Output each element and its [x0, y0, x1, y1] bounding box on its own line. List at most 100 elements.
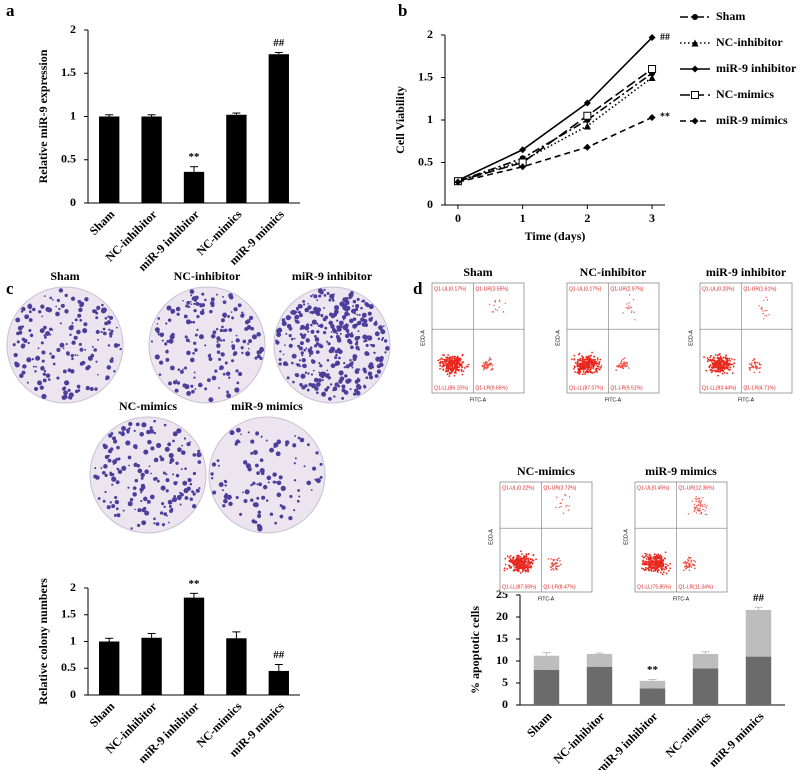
error-bar: [105, 114, 114, 117]
colony: [189, 289, 195, 294]
colony: [371, 344, 376, 348]
colony: [222, 295, 224, 298]
event: [751, 364, 753, 367]
colony: [139, 487, 144, 492]
y-tick-label: 1.5: [418, 69, 433, 83]
event: [730, 363, 733, 366]
colony: [153, 477, 157, 481]
event: [514, 566, 517, 569]
colony: [191, 389, 195, 394]
colony: [114, 460, 117, 463]
quadrant-label: Q1-LR(4.71%): [743, 385, 776, 391]
event: [599, 366, 602, 369]
event: [688, 564, 691, 566]
colony: [338, 356, 341, 360]
event: [754, 363, 757, 366]
event: [585, 369, 588, 372]
event: [527, 564, 530, 567]
event: [462, 370, 465, 373]
event: [590, 354, 593, 357]
colony: [303, 348, 307, 352]
colony: [345, 364, 350, 369]
colony: [204, 344, 207, 347]
significance-label: **: [189, 578, 201, 590]
colony: [69, 333, 72, 337]
colony: [194, 333, 198, 337]
colony: [224, 328, 228, 332]
colony: [341, 384, 346, 389]
quadrant-label: Q1-UL(0.17%): [569, 286, 602, 292]
quadrant-label: Q1-UL(0.17%): [434, 286, 467, 292]
event: [717, 374, 719, 377]
colony: [336, 338, 342, 343]
event: [520, 564, 522, 567]
event: [709, 356, 712, 359]
colony: [147, 439, 152, 445]
colony: [76, 384, 81, 389]
colony: [209, 309, 213, 314]
event: [707, 358, 710, 361]
colony: [336, 325, 341, 330]
colony: [84, 348, 87, 351]
event: [445, 361, 447, 364]
colony: [220, 352, 224, 356]
event: [503, 567, 506, 570]
event: [486, 367, 488, 370]
colony: [41, 359, 45, 363]
colony: [211, 375, 217, 381]
event: [726, 367, 729, 370]
colony: [41, 315, 44, 318]
colony: [222, 372, 226, 376]
event: [447, 354, 450, 356]
event: [718, 353, 721, 355]
colony: [185, 304, 189, 308]
event: [654, 560, 657, 563]
event: [662, 571, 665, 574]
quadrant-label: Q1-UR(3.55%): [475, 286, 508, 292]
event: [749, 369, 751, 371]
event: [508, 560, 511, 563]
event: [646, 556, 649, 558]
colony: [141, 520, 147, 526]
event: [697, 509, 700, 512]
error-bar: [190, 592, 198, 598]
event: [449, 360, 451, 363]
colony: [192, 504, 197, 509]
significance-label: ##: [660, 32, 670, 43]
bar: [99, 116, 120, 203]
event: [552, 564, 554, 567]
quadrant-label: Q1-LL(87.59%): [502, 584, 537, 590]
colony: [362, 334, 368, 340]
axis-label: FITC-A: [673, 596, 690, 602]
event: [519, 550, 522, 553]
colony: [299, 437, 305, 443]
colony: [136, 464, 141, 468]
event: [762, 312, 764, 315]
event: [558, 506, 561, 509]
event: [523, 559, 526, 562]
colony: [328, 320, 334, 326]
event: [624, 362, 627, 364]
colony: [294, 435, 297, 437]
event: [623, 357, 626, 359]
colony: [282, 361, 288, 367]
colony: [305, 338, 311, 343]
colony: [338, 379, 343, 384]
colony: [374, 320, 378, 323]
colony: [95, 311, 99, 315]
colony: [230, 311, 233, 313]
colony: [226, 390, 229, 394]
colony: [27, 341, 30, 345]
colony: [300, 351, 304, 355]
colony: [297, 344, 301, 348]
colony: [376, 364, 381, 369]
colony: [82, 329, 85, 333]
colony: [150, 340, 154, 343]
colony: [210, 472, 214, 476]
colony: [357, 335, 361, 340]
colony: [385, 346, 390, 351]
event: [684, 560, 687, 563]
colony: [318, 345, 321, 348]
colony: [107, 344, 111, 347]
colony: [311, 329, 315, 333]
